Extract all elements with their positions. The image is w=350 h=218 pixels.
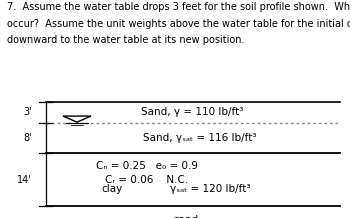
Text: Sand, γₛₐₜ = 116 lb/ft³: Sand, γₛₐₜ = 116 lb/ft³ <box>143 133 256 143</box>
Text: Sand, γ = 110 lb/ft³: Sand, γ = 110 lb/ft³ <box>141 107 244 118</box>
Text: downward to the water table at its new position.: downward to the water table at its new p… <box>7 35 245 45</box>
Text: 7.  Assume the water table drops 3 feet for the soil profile shown.  What settle: 7. Assume the water table drops 3 feet f… <box>7 2 350 12</box>
Text: 14': 14' <box>17 175 32 185</box>
Text: Cᵣ = 0.06    N.C.: Cᵣ = 0.06 N.C. <box>105 175 189 185</box>
Text: Cₙ = 0.25   e₀ = 0.9: Cₙ = 0.25 e₀ = 0.9 <box>96 160 198 170</box>
Text: clay: clay <box>102 184 122 194</box>
Text: occur?  Assume the unit weights above the water table for the initial condition : occur? Assume the unit weights above the… <box>7 19 350 29</box>
Text: 3': 3' <box>24 107 32 118</box>
Text: sand: sand <box>173 215 198 218</box>
Text: 8': 8' <box>24 133 32 143</box>
Text: γₛₐₜ = 120 lb/ft³: γₛₐₜ = 120 lb/ft³ <box>170 184 250 194</box>
